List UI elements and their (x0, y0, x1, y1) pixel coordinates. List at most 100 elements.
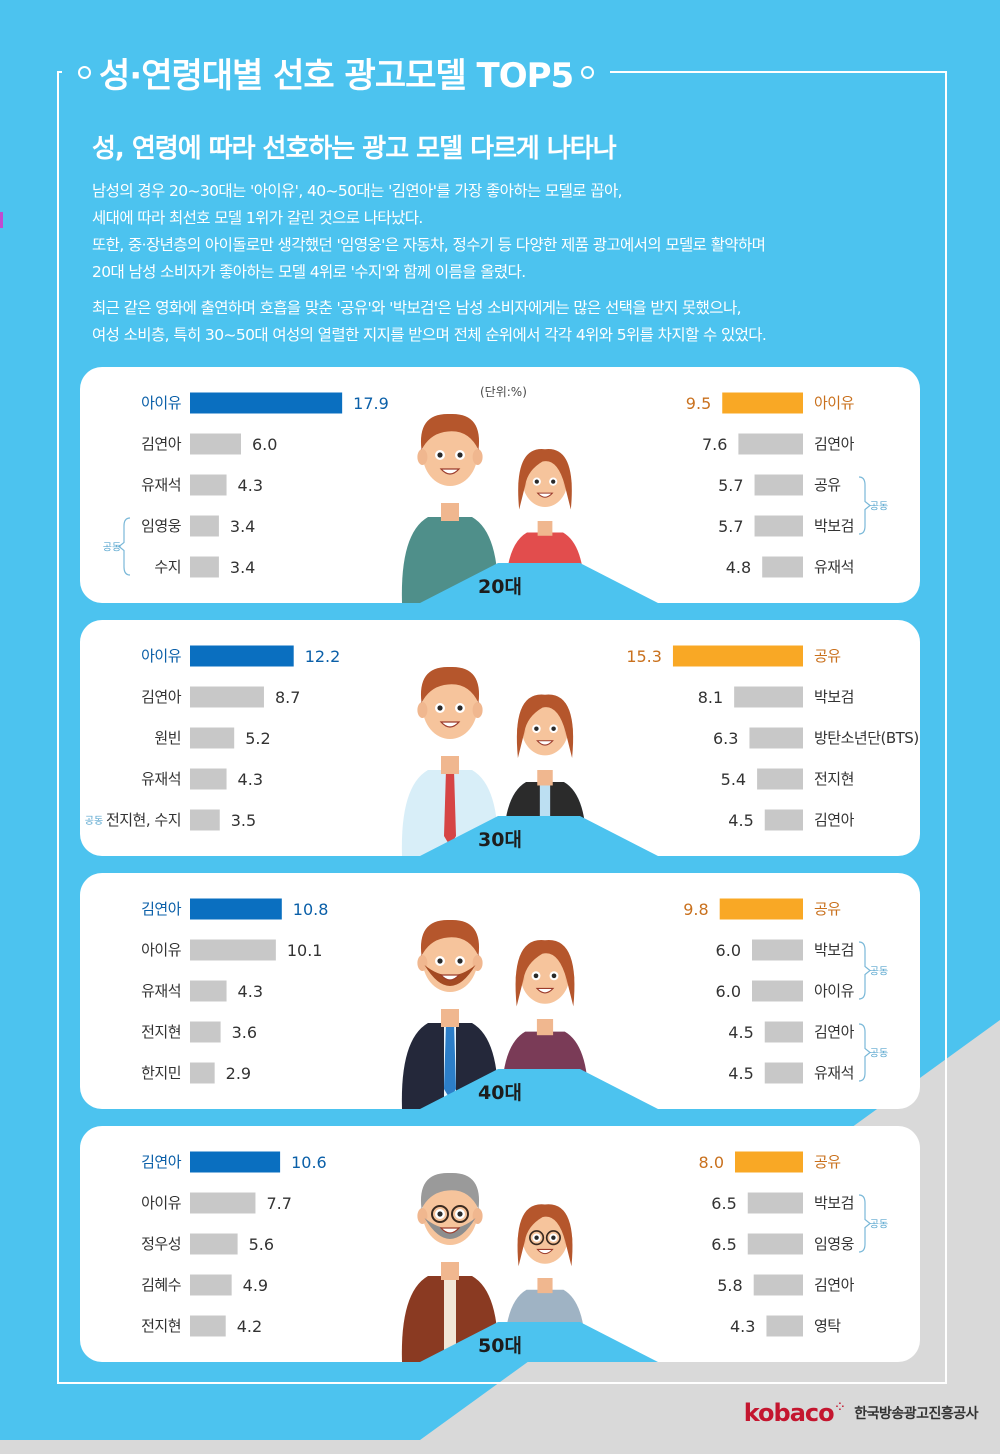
female-value-label: 9.8 (683, 900, 708, 919)
female-value-label: 6.0 (716, 982, 741, 1001)
female-category-label: 임영웅 (814, 1235, 854, 1253)
male-value-label: 3.6 (232, 1023, 257, 1042)
female-value-label: 4.5 (728, 811, 753, 830)
female-bar (738, 433, 803, 455)
paragraph-2-line: 여성 소비층, 특히 30~50대 여성의 열렬한 지지를 받으며 전체 순위에… (92, 326, 767, 344)
female-bar (764, 1062, 803, 1084)
eye-pupil (457, 958, 463, 964)
logo-word: kobaco (743, 1399, 835, 1427)
smile-shape (439, 974, 461, 981)
female-bar (764, 1021, 803, 1043)
male-bar (190, 980, 227, 1002)
female-value-label: 8.1 (698, 688, 723, 707)
male-bar (190, 474, 227, 496)
ear-shape (472, 449, 483, 465)
eye-pupil (551, 1235, 556, 1240)
paragraph-1-line: 세대에 따라 최선호 모델 1위가 갈린 것으로 나타났다. (92, 209, 423, 227)
ear-shape (417, 449, 428, 465)
male-category-label: 정우성 (141, 1235, 181, 1253)
paragraph-2: 최근 같은 영화에 출연하며 호흡을 맞춘 '공유'와 '박보검'은 남성 소비… (92, 295, 767, 349)
hair-shape (420, 666, 480, 703)
male-bar (190, 556, 219, 578)
male-value-label: 10.1 (287, 941, 323, 960)
smile-shape (439, 468, 461, 475)
age-label: 30대 (478, 829, 522, 851)
face-shape (422, 673, 478, 739)
necktie-shape (444, 770, 456, 846)
female-category-label: 유재석 (814, 1064, 854, 1082)
male-value-label: 5.6 (249, 1235, 274, 1254)
male-bar (190, 1315, 226, 1337)
male-category-label: 김연아 (141, 900, 182, 918)
glasses-lens (529, 1230, 545, 1246)
female-bar (762, 556, 803, 578)
paragraph-1: 남성의 경우 20~30대는 '아이유', 40~50대는 '김연아'를 가장 … (92, 178, 766, 286)
male-value-label: 8.7 (275, 688, 300, 707)
male-value-label: 4.2 (237, 1317, 262, 1336)
male-value-label: 4.3 (238, 770, 263, 789)
male-value-label: 6.0 (252, 435, 277, 454)
male-value-label: 5.2 (245, 729, 270, 748)
female-category-label: 유재석 (814, 558, 854, 576)
male-bar (190, 1062, 215, 1084)
smile-shape (536, 1248, 554, 1255)
male-category-label: 유재석 (141, 982, 181, 1000)
female-value-label: 5.4 (721, 770, 746, 789)
eye-pupil (551, 973, 557, 979)
male-bar (190, 433, 241, 455)
female-category-label: 방탄소년단(BTS) (814, 729, 919, 747)
page-title: 성·연령대별 선호 광고모델 TOP5 (99, 55, 574, 96)
female-bar (766, 1315, 803, 1337)
neck-shape (537, 1278, 553, 1294)
paragraph-1-line: 또한, 중·장년층의 아이돌로만 생각했던 '임영웅'은 자동차, 정수기 등 … (92, 236, 766, 254)
smile-shape (536, 740, 554, 746)
female-category-label: 아이유 (814, 982, 855, 1000)
man-50s-illustration (401, 1172, 499, 1362)
male-category-label: 수지 (154, 558, 181, 576)
glasses-lens (431, 1205, 449, 1223)
male-bar (190, 1021, 221, 1043)
male-category-label: 유재석 (141, 770, 181, 788)
tie-brace (858, 1194, 871, 1253)
tie-brace (858, 1023, 871, 1082)
male-value-label: 3.4 (230, 558, 255, 577)
title-dot-left (78, 65, 91, 79)
female-category-label: 공유 (814, 900, 841, 918)
ear-shape (472, 955, 483, 971)
male-category-label: 유재석 (141, 476, 181, 494)
age-badge-shape (420, 1322, 658, 1362)
eye-pupil (437, 452, 443, 458)
female-value-label: 15.3 (626, 647, 662, 666)
male-bar (190, 939, 276, 961)
male-bar (190, 1233, 238, 1255)
paragraph-1-line: 20대 남성 소비자가 좋아하는 모델 4위로 '수지'와 함께 이름을 올렸다… (92, 263, 526, 281)
eye-pupil (457, 1211, 463, 1217)
age-label: 50대 (478, 1335, 522, 1357)
female-category-label: 박보검 (814, 1194, 854, 1212)
panel-30s: 30대 아이유 12.2 김연아 8.7 원빈 5.2 유재석 4.3 전지현, 수지 3.5 공동 1… (80, 620, 920, 856)
female-bar (752, 980, 803, 1002)
male-category-label: 아이유 (141, 1194, 182, 1212)
female-bar (747, 1233, 803, 1255)
edge-marker (0, 212, 3, 228)
panel-50s: 50대 김연아 10.6 아이유 7.7 정우성 5.6 김혜수 4.9 전지현 4.2 8.0 공유 6… (80, 1126, 920, 1362)
eye-pupil (437, 1211, 443, 1217)
male-category-label: 임영웅 (141, 517, 181, 535)
male-value-label: 3.5 (231, 811, 256, 830)
male-category-label: 전지현 (141, 1317, 181, 1335)
female-value-label: 9.5 (686, 394, 711, 413)
female-bar (747, 1192, 803, 1214)
ear-shape (417, 702, 428, 718)
female-value-label: 5.7 (718, 476, 743, 495)
neck-shape (441, 1262, 459, 1280)
male-category-label: 김연아 (141, 688, 182, 706)
tie-label: 공동 (870, 501, 888, 513)
female-bar (754, 474, 803, 496)
neck-shape (441, 756, 459, 774)
female-category-label: 공유 (814, 476, 841, 494)
female-value-label: 8.0 (699, 1153, 724, 1172)
female-bar (719, 898, 803, 920)
paragraph-1-line: 남성의 경우 20~30대는 '아이유', 40~50대는 '김연아'를 가장 … (92, 182, 623, 200)
male-value-label: 4.3 (238, 982, 263, 1001)
female-bar (672, 645, 803, 667)
